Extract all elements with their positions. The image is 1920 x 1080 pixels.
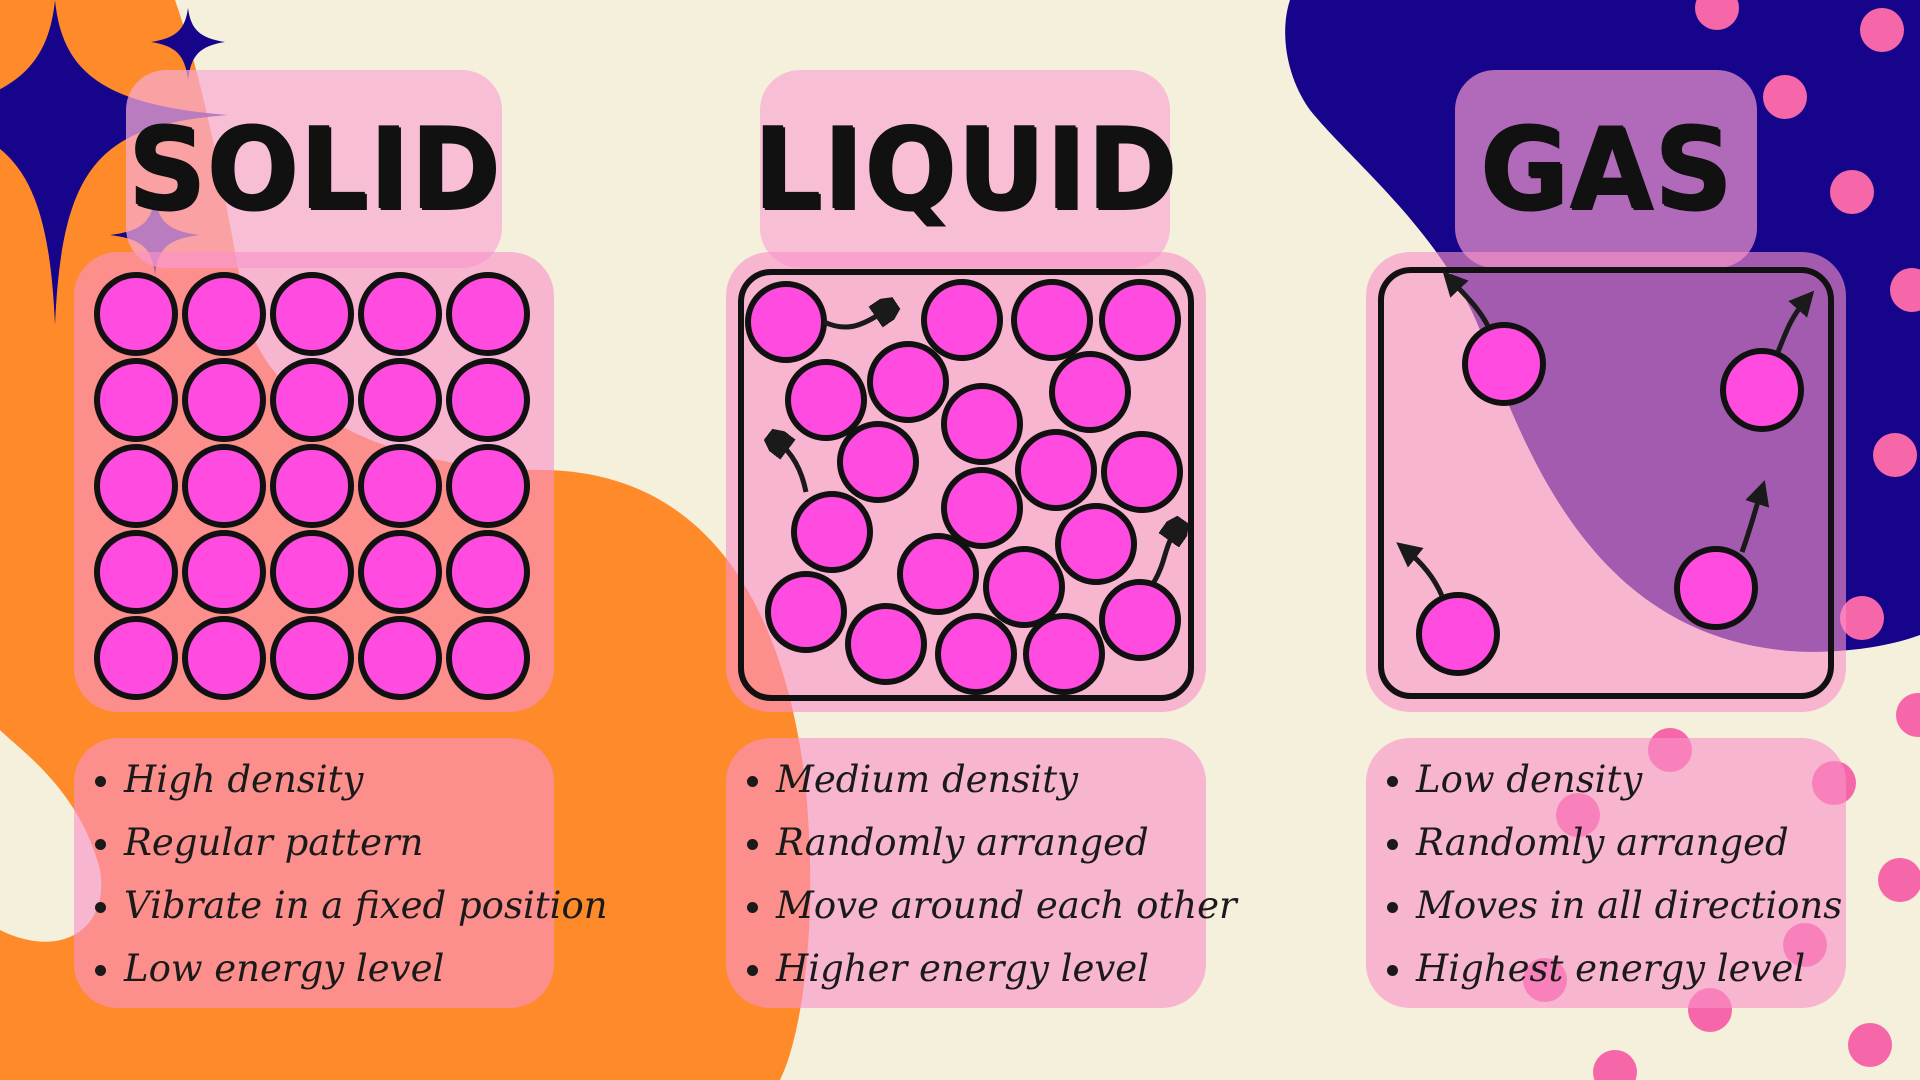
- solid-particle: [446, 358, 530, 442]
- solid-particle: [182, 444, 266, 528]
- motion-arrow: [1739, 480, 1770, 553]
- liquid-particle: [765, 571, 847, 653]
- gas-property: Low density: [1416, 748, 1846, 811]
- solid-particle: [94, 358, 178, 442]
- liquid-property: Higher energy level: [776, 937, 1206, 1000]
- solid-particle: [94, 444, 178, 528]
- gas-property: Moves in all directions: [1416, 874, 1846, 937]
- liquid-property: Randomly arranged: [776, 811, 1206, 874]
- liquid-particle: [1055, 503, 1137, 585]
- gas-property: Randomly arranged: [1416, 811, 1846, 874]
- gas-title-box: GAS: [1455, 70, 1757, 268]
- solid-particle-panel: [74, 252, 554, 712]
- gas-title: GAS: [1479, 103, 1733, 235]
- liquid-particle: [845, 603, 927, 685]
- solid-title: SOLID: [127, 103, 501, 235]
- liquid-container: [738, 269, 1194, 701]
- solid-property: Vibrate in a fixed position: [124, 874, 608, 937]
- solid-particle: [182, 358, 266, 442]
- liquid-particle: [1011, 279, 1093, 361]
- solid-particle: [446, 530, 530, 614]
- solid-properties-box: High density Regular pattern Vibrate in …: [74, 738, 608, 1008]
- liquid-particle: [791, 491, 873, 573]
- liquid-particle-diagram: [738, 269, 1194, 701]
- liquid-particle: [941, 383, 1023, 465]
- solid-particle-diagram: [94, 272, 530, 700]
- solid-particle: [358, 272, 442, 356]
- liquid-properties-box: Medium density Randomly arranged Move ar…: [726, 738, 1237, 1008]
- solid-particle: [94, 616, 178, 700]
- liquid-particle: [1101, 431, 1183, 513]
- solid-particle: [270, 358, 354, 442]
- motion-arrow: [1151, 530, 1176, 584]
- solid-particle: [270, 272, 354, 356]
- solid-particle: [182, 272, 266, 356]
- liquid-particle: [897, 533, 979, 615]
- liquid-particle: [1023, 613, 1105, 695]
- sparkle-large-icon: [0, 0, 228, 325]
- gas-particle: [1462, 322, 1546, 406]
- liquid-particle: [941, 467, 1023, 549]
- solid-particle: [446, 444, 530, 528]
- solid-particle: [358, 358, 442, 442]
- liquid-particle: [935, 613, 1017, 695]
- gas-container: [1378, 267, 1834, 699]
- liquid-title-box: LIQUID: [753, 70, 1176, 268]
- gas-particle: [1720, 348, 1804, 432]
- liquid-property: Move around each other: [776, 874, 1237, 937]
- gas-particle-diagram: [1378, 267, 1834, 699]
- gas-properties-box: Low density Randomly arranged Moves in a…: [1366, 738, 1846, 1008]
- solid-particle: [446, 272, 530, 356]
- solid-particle: [358, 530, 442, 614]
- solid-particle: [358, 616, 442, 700]
- motion-arrow: [778, 442, 809, 493]
- liquid-particle: [837, 421, 919, 503]
- gas-property: Highest energy level: [1416, 937, 1846, 1000]
- solid-properties-list: High density Regular pattern Vibrate in …: [74, 738, 608, 1000]
- liquid-particle: [745, 281, 827, 363]
- liquid-title: LIQUID: [752, 103, 1178, 235]
- solid-particle: [182, 616, 266, 700]
- solid-title-box: SOLID: [126, 70, 502, 268]
- liquid-particle: [867, 341, 949, 423]
- solid-property: Low energy level: [124, 937, 554, 1000]
- solid-particle: [270, 616, 354, 700]
- liquid-particle: [983, 546, 1065, 628]
- gas-particle: [1416, 592, 1500, 676]
- liquid-particle: [1049, 351, 1131, 433]
- liquid-property: Medium density: [776, 748, 1206, 811]
- liquid-particle: [1099, 579, 1181, 661]
- motion-arrow: [1442, 270, 1491, 328]
- solid-particle: [446, 616, 530, 700]
- liquid-particle: [1015, 429, 1097, 511]
- motion-arrow: [1775, 290, 1815, 353]
- liquid-particle-panel: [726, 252, 1206, 712]
- gas-properties-list: Low density Randomly arranged Moves in a…: [1366, 738, 1846, 1000]
- liquid-particle: [1099, 279, 1181, 361]
- solid-particle: [94, 530, 178, 614]
- liquid-properties-list: Medium density Randomly arranged Move ar…: [726, 738, 1237, 1000]
- motion-arrow: [822, 310, 886, 330]
- solid-particle: [270, 444, 354, 528]
- sparkle-small-icon: [151, 8, 225, 80]
- liquid-particle: [785, 359, 867, 441]
- solid-particle: [270, 530, 354, 614]
- solid-property: High density: [124, 748, 554, 811]
- solid-particle: [358, 444, 442, 528]
- gas-particle: [1674, 546, 1758, 630]
- solid-particle: [182, 530, 266, 614]
- solid-particle: [94, 272, 178, 356]
- motion-arrow: [1396, 542, 1445, 597]
- solid-property: Regular pattern: [124, 811, 554, 874]
- liquid-particle: [921, 279, 1003, 361]
- gas-particle-panel: [1366, 252, 1846, 712]
